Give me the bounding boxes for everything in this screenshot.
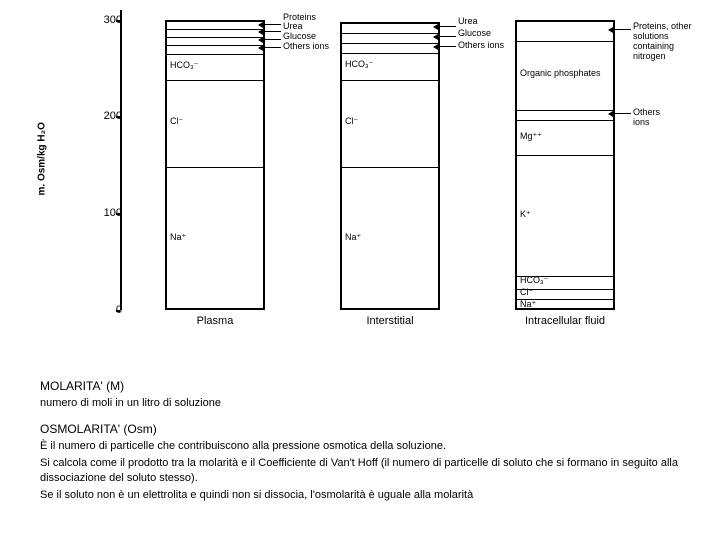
segment-label: Glucose [458,29,491,39]
segment-label: Na⁺ [520,299,536,310]
molarity-title: MOLARITA' (M) [40,378,680,394]
segment-label: Others ions [283,42,329,52]
segment-label: Organic phosphates [520,68,610,78]
ytick-100: 100 [90,207,130,219]
segment-label: Mg⁺⁺ [520,131,542,142]
plot-area: 0100200300PlasmaNa⁺Cl⁻HCO₃⁻Others ionsGl… [130,10,660,330]
segment-label: Na⁺ [345,232,361,243]
column-label: Interstitial [340,315,440,327]
column-label: Intracellular fluid [515,315,615,327]
segment-label: Cl⁻ [520,287,533,298]
y-axis-title: m. Osm/kg H₂O [37,122,48,195]
ytick-300: 300 [90,14,130,26]
segment-label: Others ions [633,108,660,128]
segment-label: Proteins, other solutions containing nit… [633,22,703,62]
osmolarity-chart: m. Osm/kg H₂O 0100200300PlasmaNa⁺Cl⁻HCO₃… [40,0,680,370]
segment-label: HCO₃⁻ [170,60,198,71]
definitions-text: MOLARITA' (M) numero di moli in un litro… [40,378,680,503]
segment-label: Urea [458,17,478,27]
segment-label: Cl⁻ [170,116,183,127]
ytick-0: 0 [90,304,130,316]
segment-label: Proteins [283,13,316,23]
segment-label: Others ions [458,41,504,51]
segment-label: Na⁺ [170,232,186,243]
osmolarity-def1: È il numero di particelle che contribuis… [40,439,680,454]
segment-label: Urea [283,22,303,32]
segment-label: Glucose [283,32,316,42]
segment-label: HCO₃⁻ [345,59,373,70]
osmolarity-title: OSMOLARITA' (Osm) [40,421,680,437]
ytick-200: 200 [90,110,130,122]
segment-label: K⁺ [520,209,531,220]
osmolarity-def2: Si calcola come il prodotto tra la molar… [40,456,680,486]
molarity-def: numero di moli in un litro di soluzione [40,396,680,411]
segment-label: HCO₃⁻ [520,275,548,286]
segment-label: Cl⁻ [345,116,358,127]
column-label: Plasma [165,315,265,327]
column-intracellular-fluid [515,20,615,310]
osmolarity-def3: Se il soluto non è un elettrolita e quin… [40,488,680,503]
